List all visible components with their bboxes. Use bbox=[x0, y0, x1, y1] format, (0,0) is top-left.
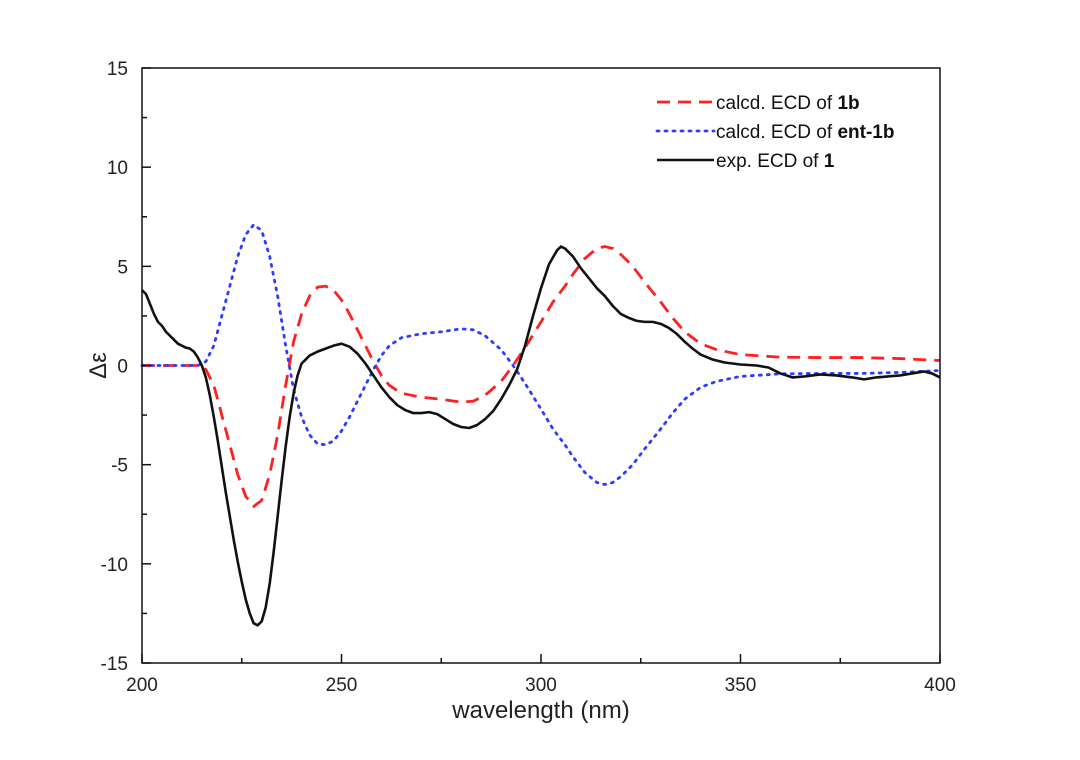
x-tick-label: 200 bbox=[126, 675, 158, 696]
legend-label-2: calcd. ECD of ent-1b bbox=[716, 122, 894, 143]
y-tick-label: 5 bbox=[117, 257, 128, 278]
tick-group: 200 250 300 350 400 -15 -10 -5 0 5 10 15 bbox=[101, 59, 956, 696]
y-tick-label: 0 bbox=[117, 357, 128, 378]
legend-label-compound: ent-1b bbox=[837, 122, 894, 143]
x-tick-label: 300 bbox=[525, 675, 557, 696]
y-tick-label: -15 bbox=[101, 654, 128, 675]
x-tick-label: 250 bbox=[326, 675, 358, 696]
y-axis-title: Δε bbox=[85, 352, 112, 379]
legend-label-3: exp. ECD of 1 bbox=[716, 151, 835, 172]
series-line-3 bbox=[141, 245, 941, 627]
y-tick-label: 15 bbox=[107, 59, 128, 80]
y-tick-label: -5 bbox=[111, 456, 128, 477]
legend-label-compound: 1b bbox=[837, 93, 859, 114]
series-line-2 bbox=[140, 223, 942, 486]
series-group bbox=[140, 223, 942, 627]
x-tick-label: 400 bbox=[924, 675, 956, 696]
x-tick-label: 350 bbox=[725, 675, 757, 696]
legend-label-text: exp. ECD of bbox=[716, 151, 824, 172]
y-tick-label: 10 bbox=[107, 158, 128, 179]
legend-label-text: calcd. ECD of bbox=[716, 93, 837, 114]
legend-label-text: calcd. ECD of bbox=[716, 122, 837, 143]
x-axis-title: wavelength (nm) bbox=[451, 697, 629, 724]
y-tick-label: -10 bbox=[101, 555, 128, 576]
legend-label-1: calcd. ECD of 1b bbox=[716, 93, 860, 114]
legend-label-compound: 1 bbox=[824, 151, 835, 172]
